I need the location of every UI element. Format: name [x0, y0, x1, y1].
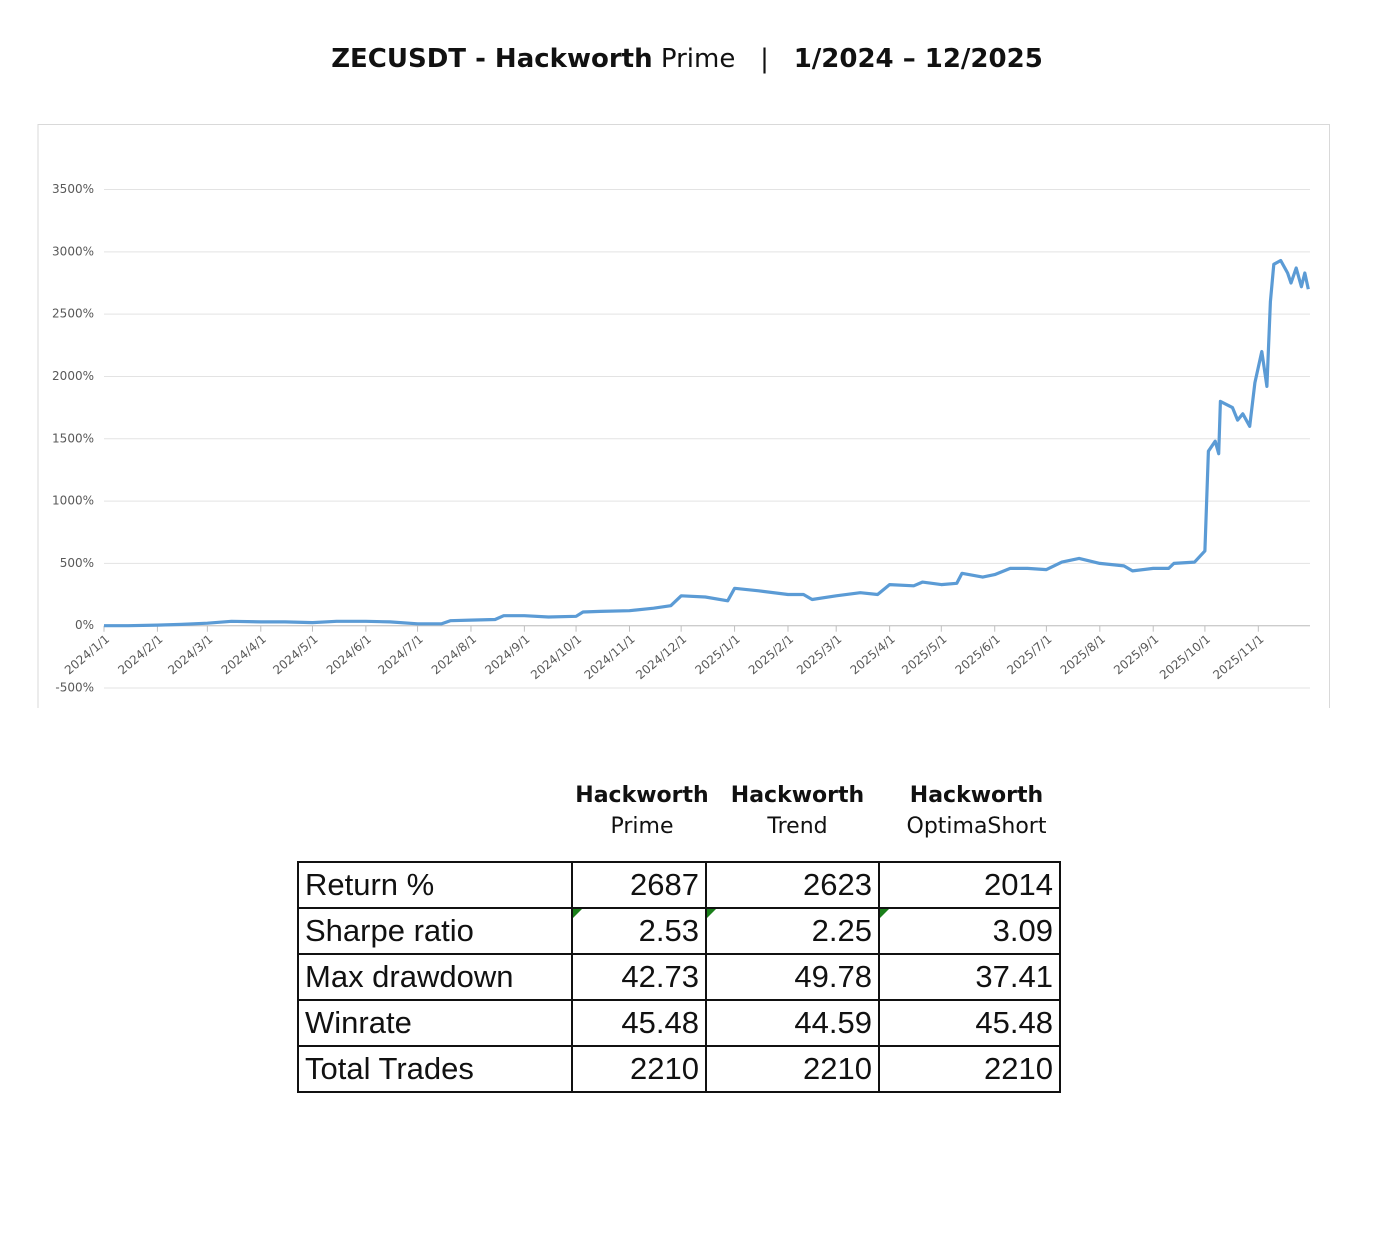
- y-tick-label: 500%: [60, 556, 94, 570]
- table-row: Return % 2687 2623 2014: [297, 861, 1061, 909]
- row-label: Sharpe ratio: [297, 907, 573, 955]
- x-tick-label: 2025/6/1: [953, 632, 1003, 677]
- x-tick-label: 2025/9/1: [1111, 632, 1161, 677]
- y-tick-label: -500%: [55, 681, 94, 695]
- table-cell: 2.53: [571, 907, 707, 955]
- x-tick-label: 2024/8/1: [429, 632, 479, 677]
- x-tick-label: 2025/7/1: [1004, 632, 1054, 677]
- x-tick-label: 2025/3/1: [794, 632, 844, 677]
- table-cell: 37.41: [878, 953, 1061, 1001]
- y-tick-label: 2500%: [52, 307, 94, 321]
- column-variant: OptimaShort: [906, 814, 1047, 839]
- table-cell: 2210: [705, 1045, 880, 1093]
- x-tick-label: 2024/1/1: [62, 632, 112, 677]
- title-separator: |: [760, 44, 769, 74]
- table-cell: 49.78: [705, 953, 880, 1001]
- x-tick-label: 2024/7/1: [375, 632, 425, 677]
- chart: -500% 0% 500% 1000% 1500% 2000% 2500% 3000% 3500…: [37, 124, 1330, 708]
- column-variant: Prime: [610, 814, 674, 839]
- row-label: Return %: [297, 861, 573, 909]
- table-cell: 2014: [878, 861, 1061, 909]
- x-tick-label: 2024/12/1: [633, 632, 689, 682]
- table-cell: 42.73: [571, 953, 707, 1001]
- x-tick-label: 2024/10/1: [528, 632, 584, 682]
- table-row: Winrate 45.48 44.59 45.48: [297, 999, 1061, 1047]
- x-tick-label: 2024/5/1: [270, 632, 320, 677]
- x-tick-label: 2024/3/1: [165, 632, 215, 677]
- table-row: Sharpe ratio 2.53 2.25 3.09: [297, 907, 1061, 955]
- column-name: Hackworth: [730, 783, 865, 808]
- x-tick-label: 2025/4/1: [848, 632, 898, 677]
- table-cell: 44.59: [705, 999, 880, 1047]
- y-tick-label: 1500%: [52, 431, 94, 445]
- x-tick-label: 2025/8/1: [1058, 632, 1108, 677]
- x-tick-label: 2024/9/1: [482, 632, 532, 677]
- column-name: Hackworth: [575, 783, 709, 808]
- y-tick-label: 3500%: [52, 182, 94, 196]
- table-row: Total Trades 2210 2210 2210: [297, 1045, 1061, 1093]
- table-cell: 45.48: [571, 999, 707, 1047]
- table-cell: 2687: [571, 861, 707, 909]
- y-tick-label: 2000%: [52, 369, 94, 383]
- stats-table: Return % 2687 2623 2014 Sharpe ratio 2.53 2.25…: [297, 861, 1061, 1093]
- table-cell: 2623: [705, 861, 880, 909]
- table-cell: 2210: [571, 1045, 707, 1093]
- table-cell: 2.25: [705, 907, 880, 955]
- row-label: Winrate: [297, 999, 573, 1047]
- x-tick-label: 2025/11/1: [1210, 632, 1266, 682]
- x-tick-label: 2024/6/1: [324, 632, 374, 677]
- page-title: ZECUSDT - Hackworth Prime | 1/2024 – 12/…: [0, 44, 1374, 74]
- x-tick-label: 2025/2/1: [746, 632, 796, 677]
- x-tick-label: 2024/11/1: [582, 632, 638, 682]
- row-label: Max drawdown: [297, 953, 573, 1001]
- x-tick-label: 2025/5/1: [899, 632, 949, 677]
- title-symbol: ZECUSDT - Hackworth: [331, 44, 653, 74]
- y-tick-label: 0%: [75, 618, 94, 632]
- chart-frame: [37, 124, 1330, 708]
- column-header: Hackworth OptimaShort: [885, 780, 1068, 842]
- table-row: Max drawdown 42.73 49.78 37.41: [297, 953, 1061, 1001]
- x-tick-label: 2025/1/1: [692, 632, 742, 677]
- title-period: 1/2024 – 12/2025: [793, 44, 1043, 74]
- column-header: Hackworth Prime: [574, 780, 710, 842]
- x-tick-label: 2024/2/1: [115, 632, 165, 677]
- table-cell: 2210: [878, 1045, 1061, 1093]
- column-name: Hackworth: [909, 783, 1044, 808]
- y-tick-label: 1000%: [52, 494, 94, 508]
- x-tick-label: 2024/4/1: [219, 632, 269, 677]
- x-tick-label: 2025/10/1: [1157, 632, 1213, 682]
- title-variant: Prime: [660, 44, 736, 74]
- column-header: Hackworth Trend: [710, 780, 885, 842]
- table-cell: 3.09: [878, 907, 1061, 955]
- table-cell: 45.48: [878, 999, 1061, 1047]
- data-line: [104, 258, 1310, 628]
- row-label: Total Trades: [297, 1045, 573, 1093]
- y-tick-label: 3000%: [52, 244, 94, 258]
- column-variant: Trend: [767, 814, 828, 839]
